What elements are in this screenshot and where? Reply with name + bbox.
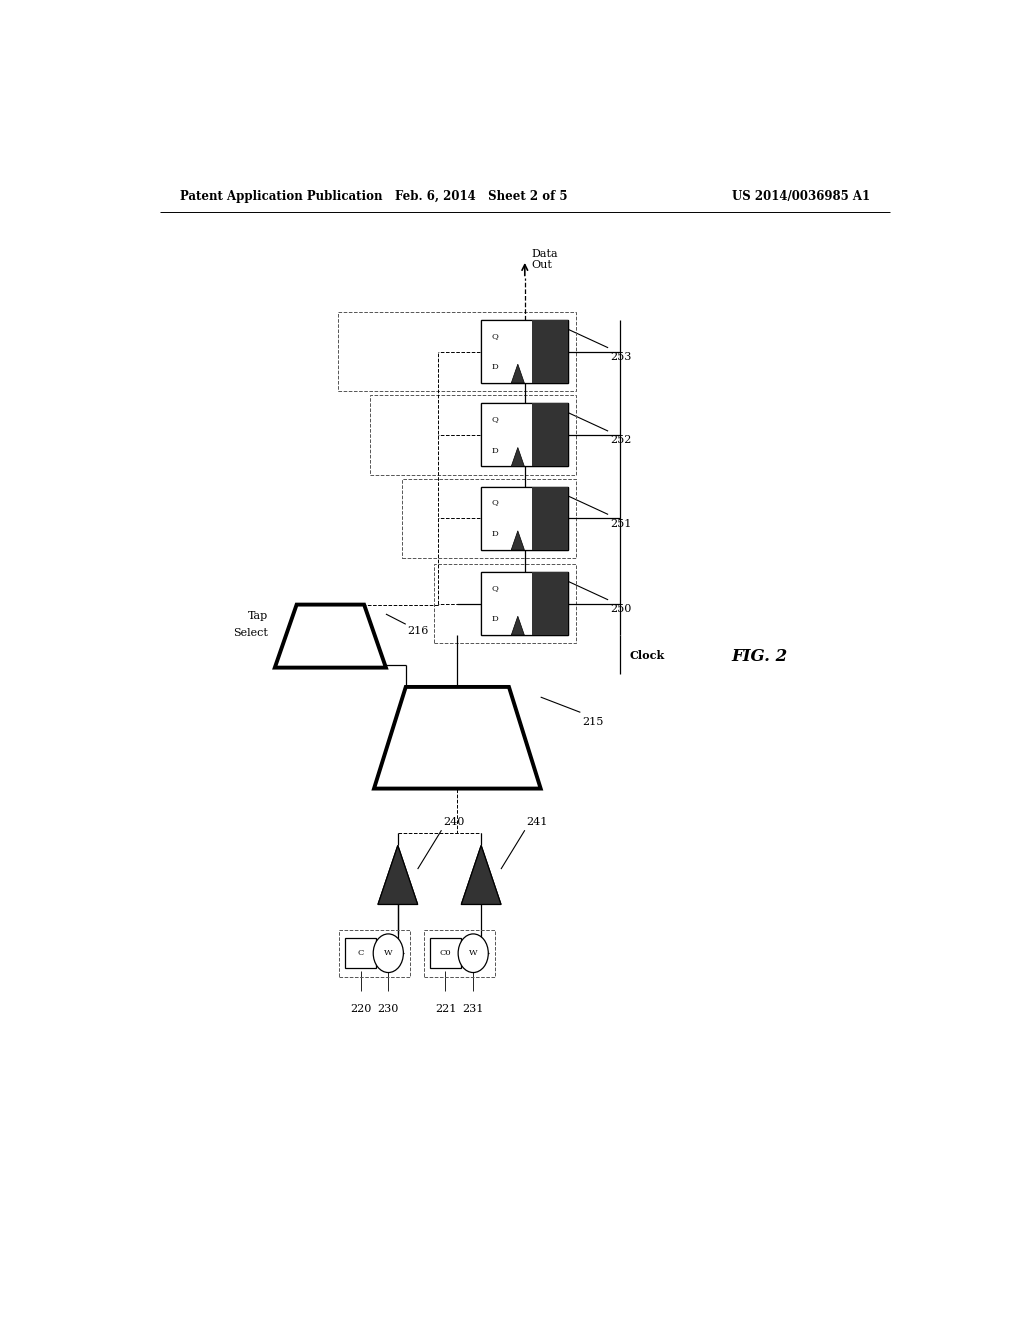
Text: Q: Q (492, 583, 499, 591)
Polygon shape (274, 605, 386, 668)
Circle shape (458, 935, 488, 973)
FancyBboxPatch shape (481, 319, 568, 383)
Text: 240: 240 (443, 817, 465, 828)
Circle shape (373, 935, 403, 973)
Text: Tap: Tap (248, 611, 268, 620)
Text: 230: 230 (378, 1005, 399, 1014)
Text: 231: 231 (463, 1005, 484, 1014)
FancyBboxPatch shape (531, 572, 568, 635)
Polygon shape (461, 846, 501, 904)
Text: 253: 253 (610, 352, 632, 362)
Text: 216: 216 (408, 626, 429, 636)
Text: C: C (357, 949, 364, 957)
Text: US 2014/0036985 A1: US 2014/0036985 A1 (732, 190, 870, 202)
Text: D: D (492, 446, 499, 454)
FancyBboxPatch shape (531, 404, 568, 466)
Text: 221: 221 (435, 1005, 456, 1014)
Polygon shape (378, 846, 418, 904)
Text: 250: 250 (610, 603, 632, 614)
Text: 252: 252 (610, 436, 632, 445)
Text: Select: Select (233, 628, 268, 638)
FancyBboxPatch shape (481, 572, 568, 635)
Polygon shape (511, 364, 524, 383)
Polygon shape (511, 447, 524, 466)
Text: 251: 251 (610, 519, 632, 528)
Text: 241: 241 (526, 817, 548, 828)
Text: Q: Q (492, 414, 499, 424)
Polygon shape (378, 846, 418, 904)
Text: 215: 215 (582, 718, 603, 727)
Text: W: W (469, 949, 477, 957)
Text: FIG. 2: FIG. 2 (731, 648, 787, 665)
FancyBboxPatch shape (345, 939, 376, 969)
Text: Clock: Clock (630, 649, 665, 661)
Text: Feb. 6, 2014   Sheet 2 of 5: Feb. 6, 2014 Sheet 2 of 5 (395, 190, 567, 202)
FancyBboxPatch shape (481, 404, 568, 466)
Text: Q: Q (492, 331, 499, 339)
FancyBboxPatch shape (531, 487, 568, 549)
Polygon shape (511, 531, 524, 549)
Polygon shape (461, 846, 501, 904)
Text: Q: Q (492, 499, 499, 507)
Polygon shape (374, 686, 541, 788)
Text: D: D (492, 615, 499, 623)
Text: Patent Application Publication: Patent Application Publication (179, 190, 382, 202)
FancyBboxPatch shape (430, 939, 461, 969)
FancyBboxPatch shape (481, 487, 568, 549)
Text: D: D (492, 529, 499, 539)
FancyBboxPatch shape (531, 319, 568, 383)
Text: Data
Out: Data Out (531, 249, 558, 271)
Polygon shape (511, 616, 524, 635)
Text: D: D (492, 363, 499, 371)
Text: C0: C0 (439, 949, 452, 957)
Text: 220: 220 (350, 1005, 372, 1014)
Text: W: W (384, 949, 392, 957)
